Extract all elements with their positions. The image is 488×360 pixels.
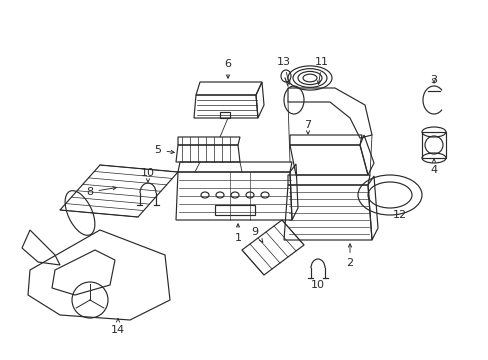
Text: 14: 14 [111, 319, 125, 335]
Text: 13: 13 [276, 57, 290, 84]
Text: 1: 1 [234, 224, 241, 243]
Text: 11: 11 [314, 57, 328, 84]
Text: 6: 6 [224, 59, 231, 78]
Text: 3: 3 [429, 75, 437, 85]
Text: 4: 4 [429, 159, 437, 175]
Text: 2: 2 [346, 244, 353, 268]
Text: 8: 8 [86, 186, 116, 197]
Text: 9: 9 [251, 227, 262, 242]
Text: 12: 12 [392, 210, 406, 220]
Text: 10: 10 [310, 280, 325, 290]
Text: 7: 7 [304, 120, 311, 134]
Text: 5: 5 [154, 145, 174, 155]
Text: 10: 10 [141, 168, 155, 182]
